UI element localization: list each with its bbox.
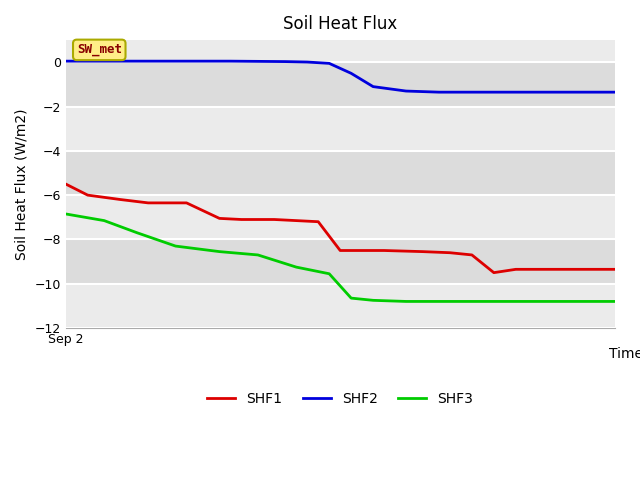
Bar	[66, 240, 614, 284]
SHF2	[435, 89, 443, 95]
Title: Soil Heat Flux: Soil Heat Flux	[283, 15, 397, 33]
SHF1	[556, 266, 564, 272]
SHF1	[611, 266, 618, 272]
SHF1	[348, 248, 355, 253]
Bar	[66, 107, 614, 151]
SHF2	[474, 89, 481, 95]
Bar	[66, 284, 614, 328]
SHF1	[337, 248, 344, 253]
SHF1	[446, 250, 454, 255]
SHF1	[144, 200, 152, 206]
SHF3	[172, 243, 179, 249]
SHF1	[117, 197, 125, 203]
SHF1	[512, 266, 520, 272]
SHF2	[303, 59, 311, 65]
SHF3	[62, 211, 70, 217]
SHF1	[314, 219, 322, 225]
SHF3	[611, 299, 618, 304]
SHF3	[402, 299, 410, 304]
SHF3	[133, 230, 141, 236]
Line: SHF2: SHF2	[66, 61, 614, 92]
SHF3	[100, 218, 108, 224]
SHF3	[474, 299, 481, 304]
SHF2	[282, 59, 289, 64]
SHF2	[369, 84, 377, 89]
SHF3	[292, 264, 300, 270]
Bar	[66, 62, 614, 107]
SHF3	[254, 252, 262, 258]
Y-axis label: Soil Heat Flux (W/m2): Soil Heat Flux (W/m2)	[15, 108, 29, 260]
SHF2	[348, 71, 355, 76]
SHF3	[348, 295, 355, 301]
SHF1	[468, 252, 476, 258]
SHF3	[325, 271, 333, 276]
SHF1	[62, 181, 70, 187]
SHF1	[380, 248, 388, 253]
SHF1	[216, 216, 223, 221]
SHF3	[446, 299, 454, 304]
Line: SHF3: SHF3	[66, 214, 614, 301]
SHF1	[84, 192, 92, 198]
SHF1	[271, 216, 278, 222]
SHF2	[402, 88, 410, 94]
SHF2	[62, 58, 70, 64]
Legend: SHF1, SHF2, SHF3: SHF1, SHF2, SHF3	[202, 387, 479, 412]
X-axis label: Time: Time	[609, 347, 640, 361]
SHF1	[182, 200, 190, 206]
SHF3	[369, 298, 377, 303]
Bar	[66, 195, 614, 240]
SHF1	[490, 270, 498, 276]
SHF3	[216, 249, 223, 254]
Line: SHF1: SHF1	[66, 184, 614, 273]
SHF2	[325, 60, 333, 66]
Bar	[66, 151, 614, 195]
SHF1	[419, 249, 426, 254]
Text: SW_met: SW_met	[77, 43, 122, 56]
SHF2	[611, 89, 618, 95]
SHF2	[227, 58, 234, 64]
SHF1	[292, 218, 300, 224]
SHF1	[237, 216, 245, 222]
